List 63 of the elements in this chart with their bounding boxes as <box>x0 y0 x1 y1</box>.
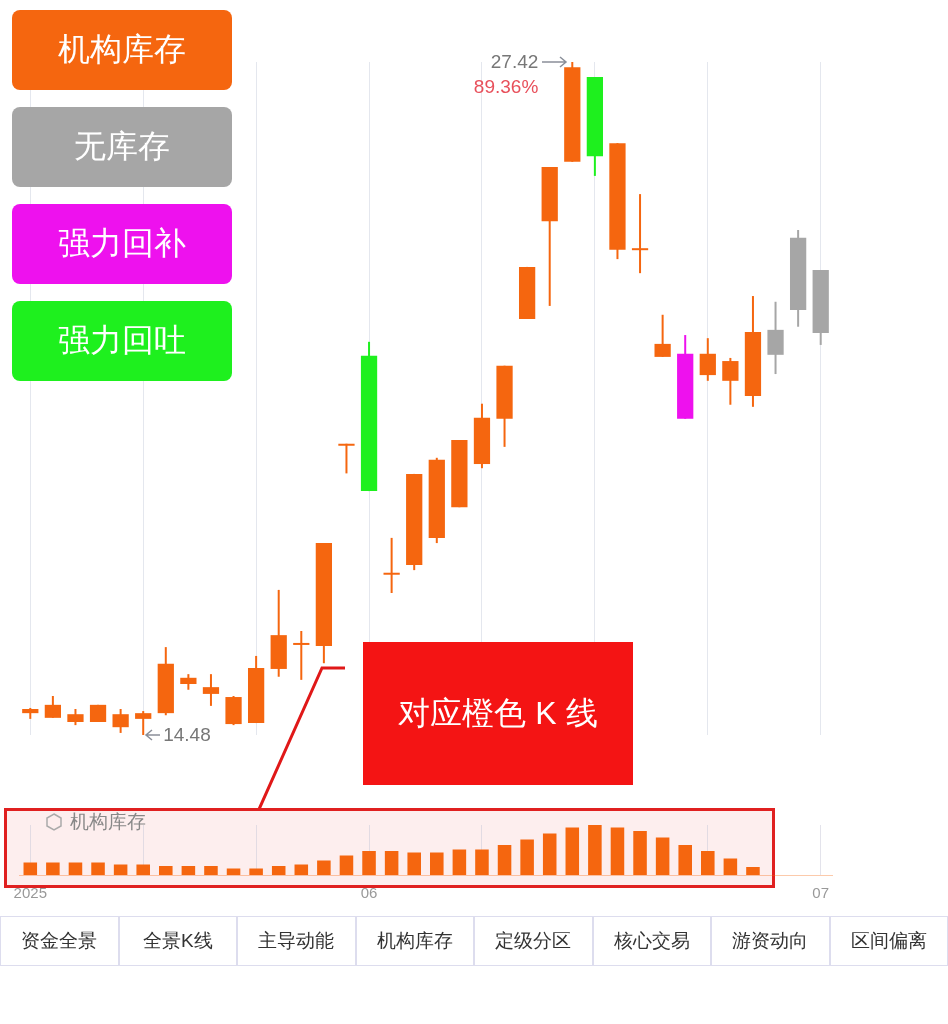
bar <box>249 868 263 875</box>
bar <box>678 845 692 875</box>
callout-box: 对应橙色 K 线 <box>363 642 633 785</box>
x-tick-label: 06 <box>360 884 378 902</box>
bar <box>610 827 625 875</box>
text: 机构库存 <box>58 30 186 67</box>
bar <box>633 831 647 875</box>
text: 游资动向 <box>711 916 830 966</box>
bar <box>746 867 760 875</box>
text: 无库存 <box>74 127 170 164</box>
text: 资金全景 <box>0 916 119 966</box>
bar <box>159 866 173 875</box>
candlestick <box>44 694 62 719</box>
bar <box>181 866 196 875</box>
bar <box>565 827 580 875</box>
bar <box>407 852 421 875</box>
bar <box>452 849 467 875</box>
candlestick <box>722 356 739 406</box>
candlestick <box>631 193 649 275</box>
bar <box>136 864 150 875</box>
text: 强力回补 <box>58 224 186 261</box>
bar <box>723 858 738 875</box>
candlestick <box>135 710 152 736</box>
annotation: 89.36% <box>473 76 539 98</box>
bar <box>294 864 309 875</box>
chart-title: 机构库存 <box>70 810 146 834</box>
candlestick <box>112 708 129 734</box>
candlestick <box>654 313 671 358</box>
bar <box>339 855 354 875</box>
candlestick <box>293 629 310 681</box>
text: 定级分区 <box>474 916 593 966</box>
bar <box>46 862 60 875</box>
bar <box>475 849 489 875</box>
text: 主导动能 <box>237 916 356 966</box>
bar <box>317 860 331 875</box>
text: 机构库存 <box>355 916 474 966</box>
text: 核心交易 <box>592 916 711 966</box>
candlestick <box>338 442 355 475</box>
bar <box>497 845 512 875</box>
bar <box>430 852 444 875</box>
bar <box>204 866 218 875</box>
text: 全景K线 <box>118 916 237 966</box>
bar <box>384 851 399 875</box>
bar <box>655 837 670 875</box>
bar <box>362 851 376 875</box>
bar <box>520 839 534 875</box>
text: 区间偏离 <box>829 916 948 966</box>
x-tick-label: 07 <box>812 884 830 902</box>
candlestick <box>383 536 400 595</box>
bar <box>68 862 83 875</box>
bar <box>23 862 38 875</box>
bar <box>271 866 286 875</box>
text: 强力回吐 <box>58 321 186 358</box>
x-tick-label: 2025 <box>13 884 47 902</box>
bar <box>701 851 715 875</box>
annotation: 14.48 <box>163 724 211 746</box>
bar <box>588 825 602 875</box>
bar <box>91 862 105 875</box>
annotation: 27.42 <box>490 51 539 73</box>
bar <box>542 833 557 875</box>
candlestick <box>699 337 716 382</box>
candlestick <box>202 673 220 707</box>
bar <box>113 864 128 875</box>
